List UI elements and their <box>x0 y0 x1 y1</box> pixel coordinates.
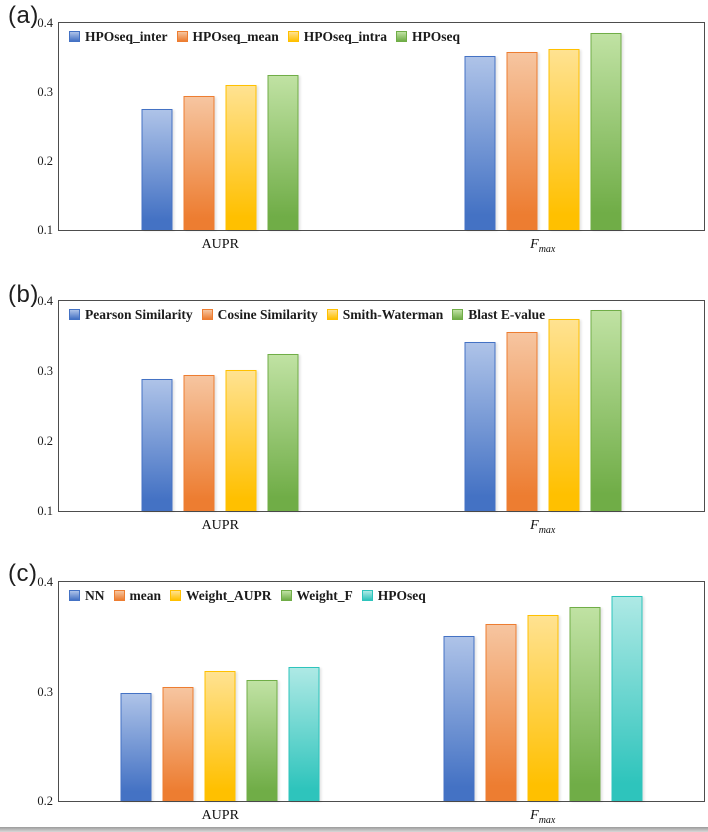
bar-Blast E-value-AUPR <box>267 354 299 511</box>
legend-label: NN <box>85 588 105 603</box>
y-tick-label: 0.4 <box>37 575 53 589</box>
x-category-label-F_max: Fmax <box>530 808 556 826</box>
panel-letter-a: (a) <box>8 2 39 29</box>
bar-group-F_max <box>464 310 622 511</box>
bar-group-AUPR <box>120 667 320 801</box>
bar-Weight_AUPR-F_max <box>527 614 559 801</box>
bar-Smith-Waterman-F_max <box>548 319 580 511</box>
bar-group-F_max <box>464 32 622 230</box>
y-tick-label: 0.3 <box>37 85 53 99</box>
legend-color-swatch-icon <box>280 590 292 602</box>
legend-label: Weight_F <box>296 588 353 603</box>
legend-item: Blast E-value <box>452 308 545 322</box>
bar-Weight_AUPR-AUPR <box>204 670 236 801</box>
bar-HPOseq_inter-AUPR <box>141 109 173 230</box>
y-tick-label: 0.1 <box>37 223 53 237</box>
y-tick-label: 0.2 <box>37 794 53 808</box>
legend-label: HPOseq_intra <box>303 29 387 44</box>
legend-color-swatch-icon <box>170 590 181 602</box>
legend-label: Blast E-value <box>468 307 546 322</box>
legend-label: Cosine Similarity <box>217 307 318 322</box>
legend-item: Pearson Similarity <box>69 308 193 322</box>
legend-label: Pearson Similarity <box>85 307 193 322</box>
bar-group-F_max <box>443 596 643 801</box>
legend-color-swatch-icon <box>452 309 464 321</box>
bar-HPOseq-AUPR <box>267 74 299 230</box>
legend-item: Cosine Similarity <box>201 307 318 322</box>
bar-HPOseq-F_max <box>611 596 643 801</box>
legend-label: HPOseq_inter <box>85 29 168 44</box>
legend-label: mean <box>129 588 162 603</box>
panel-c-plot-area: 0.2 0.3 0.4 NN mean Weight_AUPR Weight_F HPOseq… <box>37 576 705 825</box>
legend-label: HPOseq_mean <box>192 29 279 44</box>
legend-item: HPOseq <box>396 30 460 44</box>
legend-color-swatch-icon <box>287 31 299 43</box>
bar-Smith-Waterman-AUPR <box>225 369 257 511</box>
bar-Pearson Similarity-F_max <box>464 341 496 511</box>
bar-HPOseq-F_max <box>590 32 622 230</box>
panel-letter-c: (c) <box>8 560 38 587</box>
legend-color-swatch-icon <box>113 590 125 602</box>
bar-Blast E-value-F_max <box>590 310 622 511</box>
bar-group-AUPR <box>141 354 299 511</box>
page-bottom-edge <box>0 827 708 832</box>
legend: Pearson Similarity Cosine Similarity Smith… <box>69 308 545 322</box>
legend-item: Weight_F <box>280 588 353 603</box>
x-category-label-AUPR: AUPR <box>201 518 239 533</box>
legend-label: Weight_AUPR <box>186 588 272 603</box>
legend-color-swatch-icon <box>201 309 213 321</box>
y-tick-label: 0.4 <box>37 294 53 308</box>
bar-HPOseq_inter-F_max <box>464 56 496 230</box>
legend-item: mean <box>113 588 162 603</box>
y-tick-label: 0.3 <box>37 364 53 378</box>
y-tick-label: 0.2 <box>37 154 53 168</box>
panel-a-plot-area: 0.1 0.2 0.3 0.4 HPOseq_inter HPOseq_mean HPOse… <box>37 17 705 254</box>
bar-HPOseq_mean-AUPR <box>183 95 215 230</box>
legend-label: HPOseq <box>412 29 461 44</box>
y-tick-label: 0.4 <box>37 16 53 30</box>
legend-label: Smith-Waterman <box>342 307 444 322</box>
legend-color-swatch-icon <box>326 309 338 321</box>
legend-color-swatch-icon <box>176 31 188 43</box>
bar-Pearson Similarity-AUPR <box>141 379 173 511</box>
x-category-label-F_max: Fmax <box>530 237 556 255</box>
legend-item: Weight_AUPR <box>170 589 272 603</box>
x-category-label-AUPR: AUPR <box>201 808 239 823</box>
x-category-label-F_max: Fmax <box>530 518 556 536</box>
panel-letter-b: (b) <box>8 281 39 308</box>
bar-Weight_F-AUPR <box>246 679 278 801</box>
y-tick-label: 0.3 <box>37 684 53 699</box>
bar-HPOseq_intra-AUPR <box>225 85 257 230</box>
bar-Cosine Similarity-AUPR <box>183 375 215 511</box>
legend: NN mean Weight_AUPR Weight_F HPOseq <box>69 589 426 603</box>
legend-color-swatch-icon <box>396 31 407 43</box>
legend-item: Smith-Waterman <box>326 307 444 322</box>
bar-mean-AUPR <box>162 687 194 801</box>
legend-color-swatch-icon <box>69 31 80 43</box>
bar-HPOseq_intra-F_max <box>548 49 580 230</box>
bar-NN-F_max <box>443 635 475 801</box>
bar-Weight_F-F_max <box>569 607 601 801</box>
x-category-label-AUPR: AUPR <box>201 237 239 252</box>
bar-mean-F_max <box>485 623 517 801</box>
bar-group-AUPR <box>141 74 299 230</box>
bar-HPOseq_mean-F_max <box>506 52 538 230</box>
legend-color-swatch-icon <box>69 309 80 321</box>
legend-item: HPOseq_inter <box>69 30 168 44</box>
legend-item: HPOseq <box>361 588 426 603</box>
y-tick-label: 0.2 <box>37 434 53 448</box>
legend-color-swatch-icon <box>361 590 373 602</box>
bar-NN-AUPR <box>120 692 152 801</box>
legend-item: HPOseq_intra <box>287 29 387 44</box>
y-tick-label: 0.1 <box>37 504 53 518</box>
panel-b-plot-area: 0.1 0.2 0.3 0.4 Pearson Similarity Cosine Sim… <box>37 295 705 535</box>
bar-Cosine Similarity-F_max <box>506 331 538 511</box>
legend-item: HPOseq_mean <box>176 29 279 44</box>
legend-color-swatch-icon <box>69 590 80 602</box>
legend-label: HPOseq <box>377 588 426 603</box>
legend-item: NN <box>69 589 105 603</box>
legend: HPOseq_inter HPOseq_mean HPOseq_intra HPOse… <box>69 30 460 44</box>
bar-HPOseq-AUPR <box>288 667 320 801</box>
